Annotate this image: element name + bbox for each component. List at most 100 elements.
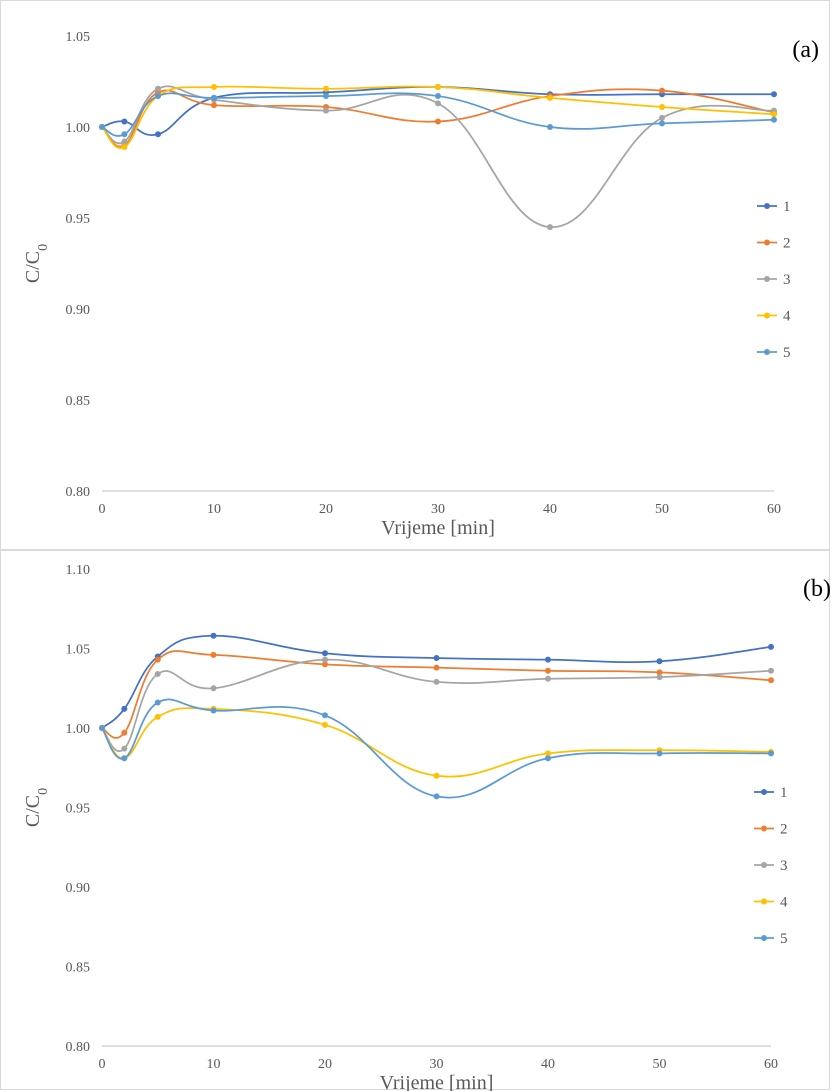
- data-point: [433, 655, 440, 662]
- x-axis-title: Vrijeme [min]: [380, 1072, 494, 1091]
- panel-label: (b): [803, 576, 831, 602]
- series-2: [99, 650, 774, 739]
- data-point: [210, 685, 217, 692]
- chart-panel-a: 0.80 0.85 0.90 0.95 1.00 1.05 0 10 20 30 40 50 60 Vri…: [0, 0, 830, 550]
- y-tick-label: 0.90: [66, 881, 91, 896]
- data-point: [323, 107, 329, 114]
- data-point: [323, 93, 329, 100]
- data-point: [155, 131, 161, 138]
- data-point: [121, 755, 128, 762]
- data-point: [155, 85, 161, 92]
- legend-label: 1: [783, 199, 791, 215]
- data-point: [547, 124, 553, 130]
- legend-swatch-marker: [764, 312, 770, 319]
- data-point: [659, 103, 665, 110]
- legend-item-5: 5: [757, 345, 791, 361]
- y-axis-title: C/C0: [22, 788, 51, 827]
- legend-label: 5: [780, 931, 788, 947]
- data-point: [121, 729, 128, 736]
- data-point: [435, 100, 441, 107]
- data-point: [154, 656, 161, 663]
- chart-panel-b: 0.80 0.85 0.90 0.95 1.00 1.05 1.10 0 10 20 30 40 50 6…: [0, 550, 831, 1091]
- legend-item-3: 3: [757, 272, 791, 288]
- data-point: [656, 658, 663, 665]
- chart-b-svg: 0.800.850.900.951.001.051.100 10 20 30 40 50 6…: [22, 563, 831, 1091]
- legend-item-4: 4: [757, 309, 791, 325]
- data-point: [322, 661, 328, 668]
- data-point: [322, 650, 328, 657]
- data-point: [768, 667, 774, 674]
- data-point: [99, 124, 105, 130]
- chart-a-svg: 0.800.850.900.951.001.050 10 20 30 40 50 60Vri…: [22, 30, 819, 539]
- legend: 1 2 3 4 5: [757, 199, 791, 361]
- data-point: [768, 677, 774, 684]
- legend-label: 4: [780, 895, 788, 911]
- y-axis-title-subscript: 0: [36, 244, 51, 251]
- legend-swatch-marker: [764, 276, 770, 282]
- legend-label: 3: [780, 858, 788, 874]
- x-axis-title: Vrijeme [min]: [381, 517, 495, 539]
- data-point: [768, 643, 774, 650]
- series-3: [99, 656, 774, 752]
- y-tick-label: 0.80: [66, 485, 91, 500]
- data-point: [433, 678, 440, 685]
- legend-label: 5: [783, 345, 791, 361]
- y-tick-label: 1.00: [66, 722, 91, 737]
- legend-swatch-marker: [761, 862, 767, 868]
- y-axis-title-main: C/C: [22, 795, 44, 827]
- data-point: [154, 713, 161, 720]
- y-tick-label: 1.05: [66, 643, 91, 658]
- data-point: [545, 750, 551, 757]
- legend-label: 2: [783, 236, 791, 252]
- legend-swatch-marker: [764, 349, 770, 355]
- data-point: [545, 656, 551, 663]
- data-point: [211, 102, 217, 109]
- data-point: [210, 651, 217, 658]
- data-point: [121, 705, 128, 712]
- data-point: [545, 755, 551, 762]
- data-point: [545, 667, 551, 674]
- y-tick-label: 0.95: [66, 802, 91, 817]
- data-point: [121, 144, 128, 151]
- series-4: [99, 705, 774, 779]
- data-point: [547, 224, 553, 231]
- legend-item-1: 1: [754, 785, 788, 801]
- data-point: [771, 116, 777, 123]
- series-line-2: [101, 88, 775, 148]
- legend-swatch-marker: [761, 935, 767, 941]
- data-point: [433, 664, 440, 671]
- data-point: [211, 94, 217, 101]
- y-tick-label: 0.95: [66, 212, 91, 227]
- data-point: [656, 669, 663, 676]
- y-tick-label: 0.85: [66, 961, 91, 976]
- series-line-2: [101, 650, 772, 739]
- legend-item-5: 5: [754, 931, 788, 947]
- data-point: [659, 114, 665, 121]
- x-tick-label: 40: [541, 1057, 555, 1072]
- data-point: [322, 656, 328, 663]
- x-tick-label: 0: [99, 1057, 106, 1072]
- x-tick-label: 60: [767, 502, 781, 517]
- x-tick-label: 60: [764, 1057, 778, 1072]
- data-point: [121, 131, 128, 138]
- data-point: [121, 745, 128, 752]
- x-tick-label: 50: [655, 502, 669, 517]
- y-tick-label: 0.90: [66, 303, 91, 318]
- legend-item-1: 1: [757, 199, 791, 215]
- x-tick-label: 30: [431, 502, 445, 517]
- panel-label: (a): [792, 37, 819, 63]
- legend-item-2: 2: [757, 236, 791, 252]
- legend-item-4: 4: [754, 895, 788, 911]
- series-line-4: [101, 85, 775, 149]
- series-line-5: [101, 92, 775, 137]
- legend-item-3: 3: [754, 858, 788, 874]
- data-point: [154, 670, 161, 677]
- data-point: [433, 772, 440, 779]
- data-point: [545, 675, 551, 682]
- data-point: [547, 94, 553, 101]
- data-point: [322, 721, 328, 728]
- legend-label: 4: [783, 309, 791, 325]
- y-tick-label: 0.80: [66, 1040, 91, 1055]
- x-tick-label: 10: [207, 1057, 221, 1072]
- series-5: [99, 92, 777, 138]
